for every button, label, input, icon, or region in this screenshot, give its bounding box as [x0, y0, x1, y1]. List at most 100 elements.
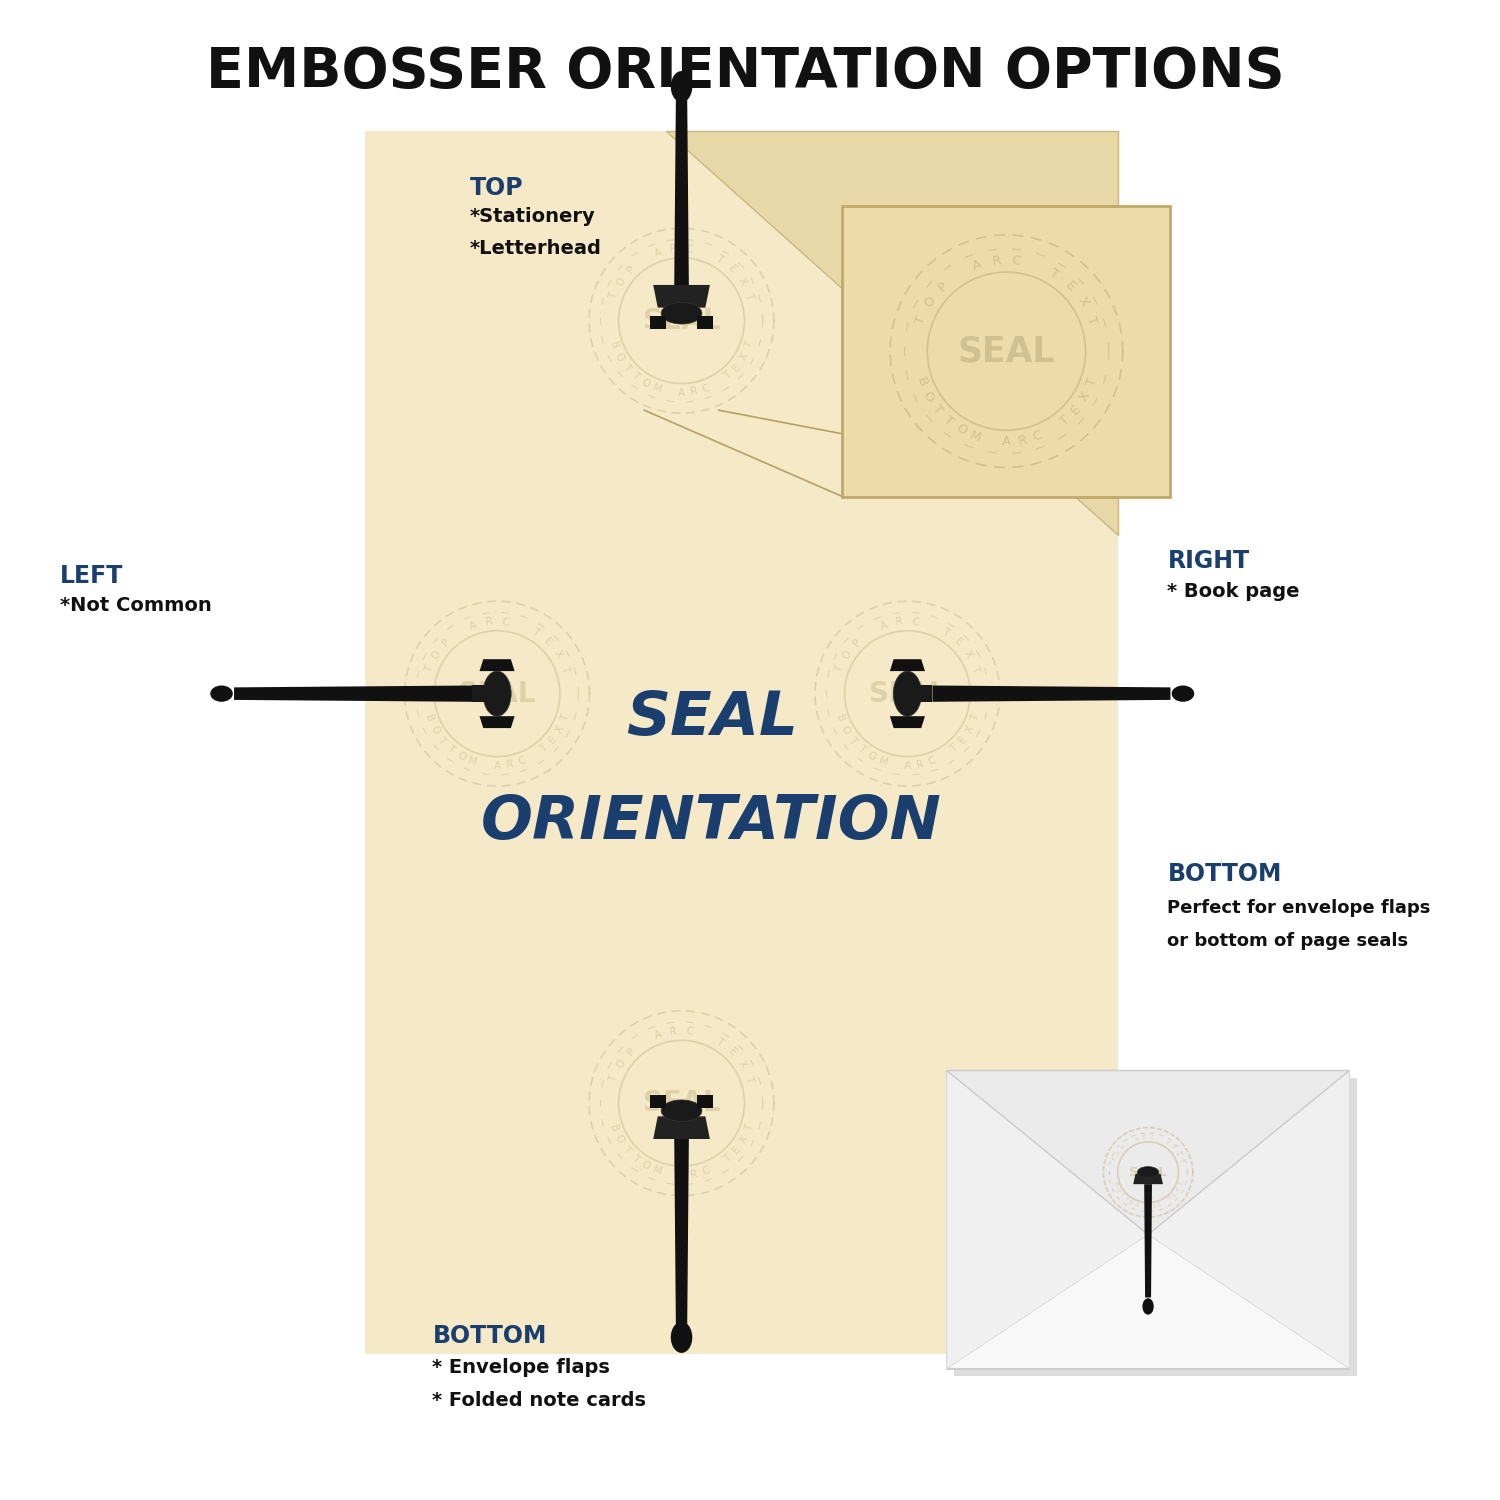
- Text: T: T: [846, 735, 858, 746]
- Polygon shape: [890, 658, 926, 670]
- Text: M: M: [878, 754, 888, 768]
- Text: R: R: [1017, 433, 1028, 447]
- Polygon shape: [674, 1134, 688, 1326]
- Text: LEFT: LEFT: [60, 564, 123, 588]
- Text: R: R: [506, 759, 515, 770]
- Text: T: T: [1178, 1158, 1184, 1162]
- Text: O: O: [615, 276, 627, 288]
- Polygon shape: [234, 686, 472, 702]
- Text: * Book page: * Book page: [1167, 582, 1300, 600]
- Text: X: X: [1174, 1150, 1180, 1156]
- Text: T: T: [940, 413, 956, 428]
- Text: T: T: [1084, 314, 1100, 326]
- Text: BOTTOM: BOTTOM: [1167, 862, 1282, 886]
- Text: P: P: [850, 636, 862, 648]
- Ellipse shape: [662, 303, 702, 324]
- Text: SEAL: SEAL: [957, 334, 1054, 368]
- Text: T: T: [1119, 1192, 1124, 1197]
- Text: E: E: [952, 636, 964, 648]
- Ellipse shape: [210, 686, 232, 702]
- Text: B: B: [423, 712, 435, 723]
- Polygon shape: [1144, 1184, 1152, 1298]
- Text: T: T: [744, 1074, 754, 1083]
- Text: E: E: [957, 735, 969, 746]
- Text: X: X: [1176, 1186, 1182, 1192]
- Text: E: E: [730, 1144, 742, 1155]
- Text: O: O: [1114, 1186, 1120, 1192]
- Text: * Envelope flaps: * Envelope flaps: [432, 1359, 610, 1377]
- Polygon shape: [472, 686, 496, 702]
- Text: C: C: [1150, 1136, 1154, 1140]
- Text: T: T: [621, 1144, 632, 1155]
- Text: O: O: [865, 750, 877, 762]
- Text: A: A: [904, 760, 910, 771]
- Text: RIGHT: RIGHT: [1167, 549, 1250, 573]
- Text: B: B: [608, 1124, 619, 1132]
- Text: SEAL: SEAL: [1130, 1166, 1167, 1179]
- Text: * Folded note cards: * Folded note cards: [432, 1390, 646, 1410]
- Text: T: T: [723, 1152, 734, 1164]
- Text: T: T: [1124, 1196, 1128, 1202]
- Text: T: T: [744, 340, 754, 350]
- Polygon shape: [651, 316, 666, 328]
- Text: T: T: [1113, 1158, 1118, 1162]
- Text: A: A: [1002, 435, 1011, 448]
- Text: SEAL: SEAL: [459, 680, 536, 708]
- Text: E: E: [546, 735, 558, 746]
- Text: O: O: [920, 388, 936, 404]
- Ellipse shape: [1137, 1167, 1160, 1178]
- Text: B: B: [914, 376, 928, 388]
- Text: T: T: [855, 742, 867, 754]
- Polygon shape: [651, 1095, 666, 1108]
- Polygon shape: [946, 1071, 1350, 1234]
- Text: X: X: [554, 724, 566, 735]
- Text: X: X: [1077, 390, 1094, 404]
- FancyBboxPatch shape: [366, 130, 1119, 1354]
- FancyBboxPatch shape: [954, 1078, 1358, 1376]
- Text: T: T: [1164, 1140, 1168, 1146]
- Text: C: C: [516, 756, 526, 768]
- Polygon shape: [480, 658, 514, 670]
- Polygon shape: [666, 130, 1119, 534]
- Ellipse shape: [670, 70, 693, 102]
- Text: T: T: [744, 291, 754, 300]
- Text: BOTTOM: BOTTOM: [432, 1324, 548, 1348]
- Text: E: E: [542, 636, 554, 648]
- Text: T: T: [560, 714, 570, 723]
- Text: O: O: [612, 1132, 626, 1146]
- Text: E: E: [726, 264, 738, 274]
- Polygon shape: [908, 686, 933, 702]
- Text: O: O: [1116, 1150, 1122, 1156]
- Text: P: P: [1120, 1144, 1126, 1150]
- Text: T: T: [423, 664, 435, 674]
- Text: C: C: [686, 243, 694, 255]
- Text: R: R: [1142, 1136, 1146, 1140]
- Text: A: A: [1146, 1204, 1150, 1209]
- Text: E: E: [1170, 1144, 1176, 1150]
- Text: EMBOSSER ORIENTATION OPTIONS: EMBOSSER ORIENTATION OPTIONS: [206, 45, 1286, 99]
- Text: T: T: [834, 664, 846, 674]
- Text: T: T: [723, 370, 734, 382]
- Text: M: M: [466, 754, 478, 768]
- Text: T: T: [530, 627, 540, 639]
- Text: P: P: [626, 264, 636, 274]
- Text: R: R: [915, 759, 924, 770]
- Text: T: T: [630, 1152, 640, 1164]
- Text: A: A: [678, 388, 686, 398]
- Text: O: O: [639, 376, 651, 390]
- Text: C: C: [1158, 1202, 1162, 1208]
- Text: R: R: [1152, 1204, 1156, 1209]
- Text: X: X: [552, 650, 564, 660]
- Text: X: X: [736, 276, 748, 288]
- Text: C: C: [1030, 429, 1044, 444]
- Polygon shape: [1148, 1071, 1350, 1370]
- Text: C: C: [700, 1166, 711, 1178]
- Text: R: R: [690, 1168, 699, 1180]
- Text: E: E: [1172, 1192, 1178, 1197]
- Text: T: T: [1084, 376, 1100, 388]
- Polygon shape: [890, 716, 926, 728]
- Polygon shape: [480, 716, 514, 728]
- Polygon shape: [933, 686, 1170, 702]
- Text: *Letterhead: *Letterhead: [470, 238, 602, 258]
- Ellipse shape: [670, 1322, 693, 1353]
